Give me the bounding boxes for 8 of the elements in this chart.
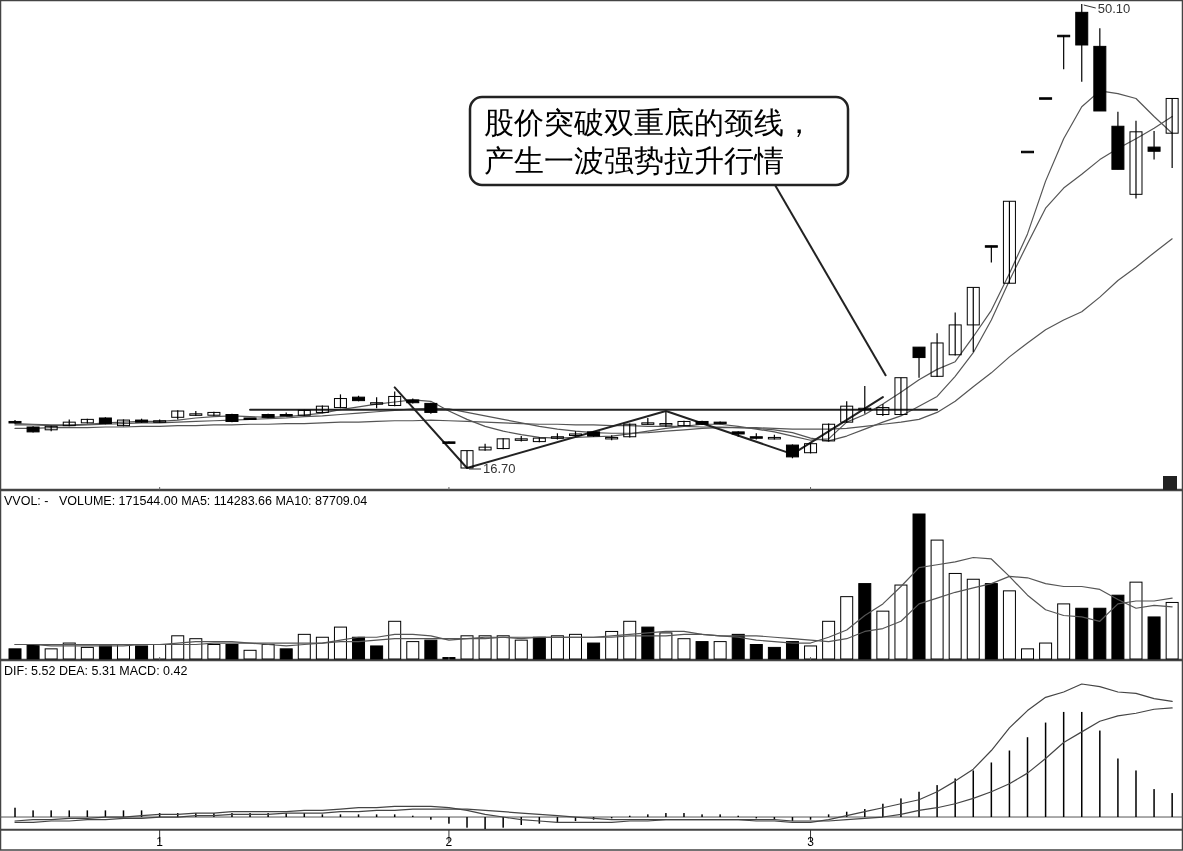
chart-title: VVOL: - VOLUME: 171544.00 MA5: 114283.66 MA10: 87709.04 — [4, 494, 368, 508]
x-tick-label: 3 — [807, 835, 815, 849]
chart-title: DIF: 5.52 DEA: 5.31 MACD: 0.42 — [4, 664, 188, 678]
x-tick-label: 1 — [156, 835, 164, 849]
x-tick-label: 2 — [445, 835, 453, 849]
annotation: 50.10 — [1097, 1, 1131, 16]
annotation: 股价突破双重底的颈线，产生一波强势拉升行情 — [484, 105, 814, 178]
annotation: 16.70 — [483, 461, 516, 476]
